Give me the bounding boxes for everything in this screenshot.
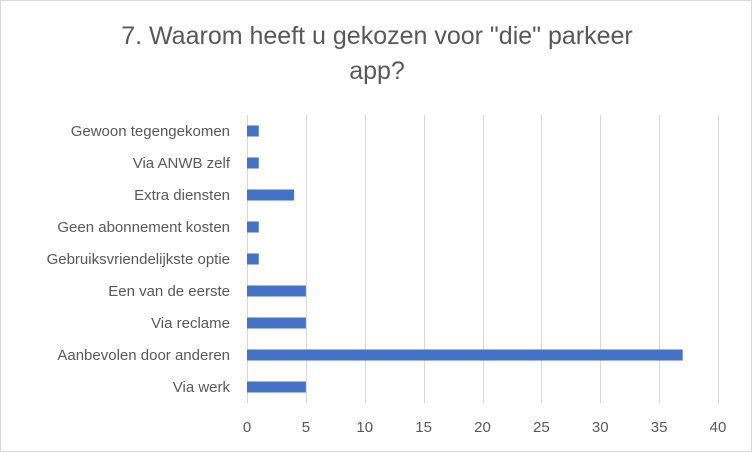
chart-title-line-1: 7. Waarom heeft u gekozen voor "die" par…: [121, 22, 633, 50]
bar-een-van-de-eerste: [247, 285, 306, 297]
category-label-aanbevolen-door-anderen: Aanbevolen door anderen: [57, 347, 230, 364]
chart-title: 7. Waarom heeft u gekozen voor "die" par…: [1, 19, 751, 89]
category-label-extra-diensten: Extra diensten: [134, 187, 230, 204]
x-tick-label-20: 20: [474, 419, 491, 436]
x-tick-label-35: 35: [651, 419, 668, 436]
bars: [247, 125, 683, 393]
x-tick-label-0: 0: [243, 419, 251, 436]
x-tick-label-30: 30: [592, 419, 609, 436]
x-axis-tick-labels: 0 5 10 15 20 25 30 35 40: [243, 419, 727, 436]
bar-via-reclame: [247, 317, 306, 329]
x-tick-label-5: 5: [302, 419, 310, 436]
bar-extra-diensten: [247, 189, 295, 201]
bar-via-werk: [247, 381, 306, 393]
x-tick-label-10: 10: [356, 419, 373, 436]
bar-geen-abonnement-kosten: [247, 221, 259, 233]
category-label-via-reclame: Via reclame: [151, 315, 230, 332]
category-label-via-werk: Via werk: [173, 379, 231, 396]
bar-gewoon-tegengekomen: [247, 125, 259, 137]
x-tick-label-15: 15: [415, 419, 432, 436]
bar-gebruiksvriendelijkste-optie: [247, 253, 259, 265]
chart-title-line-2: app?: [349, 57, 405, 85]
bar-aanbevolen-door-anderen: [247, 349, 683, 361]
category-label-gewoon-tegengekomen: Gewoon tegengekomen: [71, 123, 230, 140]
x-tick-label-25: 25: [533, 419, 550, 436]
category-label-gebruiksvriendelijkste-optie: Gebruiksvriendelijkste optie: [47, 251, 230, 268]
category-labels: Gewoon tegengekomen Via ANWB zelf Extra di…: [47, 123, 231, 396]
bar-via-anwb-zelf: [247, 157, 259, 169]
category-label-een-van-de-eerste: Een van de eerste: [108, 283, 230, 300]
category-label-geen-abonnement-kosten: Geen abonnement kosten: [57, 219, 230, 236]
category-label-via-anwb-zelf: Via ANWB zelf: [133, 155, 231, 172]
x-tick-label-40: 40: [710, 419, 727, 436]
